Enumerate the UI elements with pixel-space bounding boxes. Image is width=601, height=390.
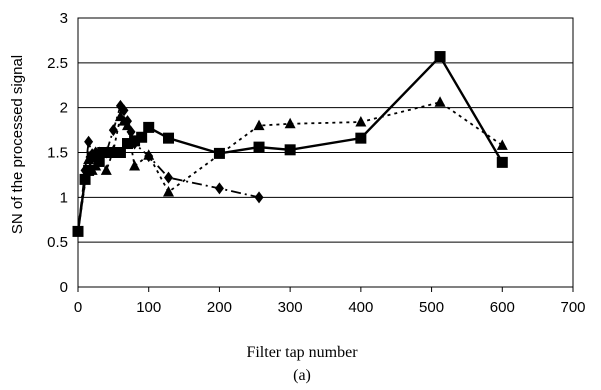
square-point — [93, 155, 105, 167]
diamond-point — [108, 124, 118, 137]
series-triangle — [72, 96, 508, 236]
square-point — [496, 156, 508, 168]
y-tick-label: 0.5 — [47, 234, 68, 251]
triangle-point — [83, 153, 95, 165]
x-tick-label: 500 — [419, 299, 444, 316]
diamond-point — [119, 104, 129, 117]
square-point — [253, 141, 265, 153]
diamond-point — [130, 137, 140, 150]
x-tick-label: 300 — [278, 299, 303, 316]
triangle-point — [253, 119, 265, 131]
x-tick-labels: 0 100 200 300 400 500 600 700 — [74, 299, 586, 316]
square-point — [114, 147, 126, 158]
x-tick-label: 400 — [348, 299, 373, 316]
plot-frame — [77, 17, 574, 288]
diamond-point — [80, 164, 90, 177]
y-tick-label: 2 — [60, 100, 68, 117]
square-point — [122, 138, 133, 150]
y-tick-label: 3 — [60, 10, 68, 27]
triangle-point — [90, 159, 102, 171]
square-point — [434, 51, 446, 63]
triangle-point — [355, 116, 367, 127]
triangle-point — [496, 139, 508, 150]
diamond-point — [164, 171, 174, 184]
series-diamond — [73, 99, 264, 238]
x-axis-title: Filter tap number — [246, 344, 358, 361]
diamond-point — [84, 135, 94, 148]
diamond-point — [254, 191, 264, 204]
square-point — [143, 121, 155, 133]
diamond-point — [94, 148, 104, 161]
square-point — [79, 173, 91, 185]
diamond-point — [123, 115, 132, 128]
series — [72, 51, 508, 238]
diamond-point — [73, 225, 83, 238]
diamond-point — [214, 182, 224, 195]
y-tick-label: 1 — [60, 189, 68, 206]
triangle-point — [434, 96, 446, 107]
x-tick-label: 700 — [560, 299, 585, 316]
y-tick-label: 1.5 — [47, 145, 68, 162]
x-tick-label: 200 — [207, 299, 232, 316]
triangle-point — [100, 164, 112, 175]
square-point — [213, 147, 225, 159]
triangle-point — [129, 159, 141, 171]
square-point — [284, 144, 296, 156]
y-tick-label: 2.5 — [47, 55, 68, 72]
triangle-point — [163, 185, 175, 197]
x-tick-label: 0 — [74, 299, 82, 316]
y-tick-label: 0 — [60, 279, 68, 296]
diamond-point — [101, 146, 111, 159]
square-point — [136, 131, 148, 143]
y-tick-labels: 0 0.5 1 1.5 2 2.5 3 — [47, 10, 68, 296]
square-point — [355, 132, 367, 144]
axes — [77, 17, 574, 292]
figure-caption: (a) — [293, 367, 311, 384]
diamond-point — [144, 150, 154, 163]
diamond-point — [126, 125, 136, 138]
triangle-point — [284, 117, 296, 129]
y-axis-title: SN of the processed signal — [9, 55, 26, 234]
x-tick-label: 600 — [490, 299, 515, 316]
square-point — [163, 132, 175, 144]
x-tick-label: 100 — [136, 299, 161, 316]
series-line-square — [76, 54, 504, 232]
